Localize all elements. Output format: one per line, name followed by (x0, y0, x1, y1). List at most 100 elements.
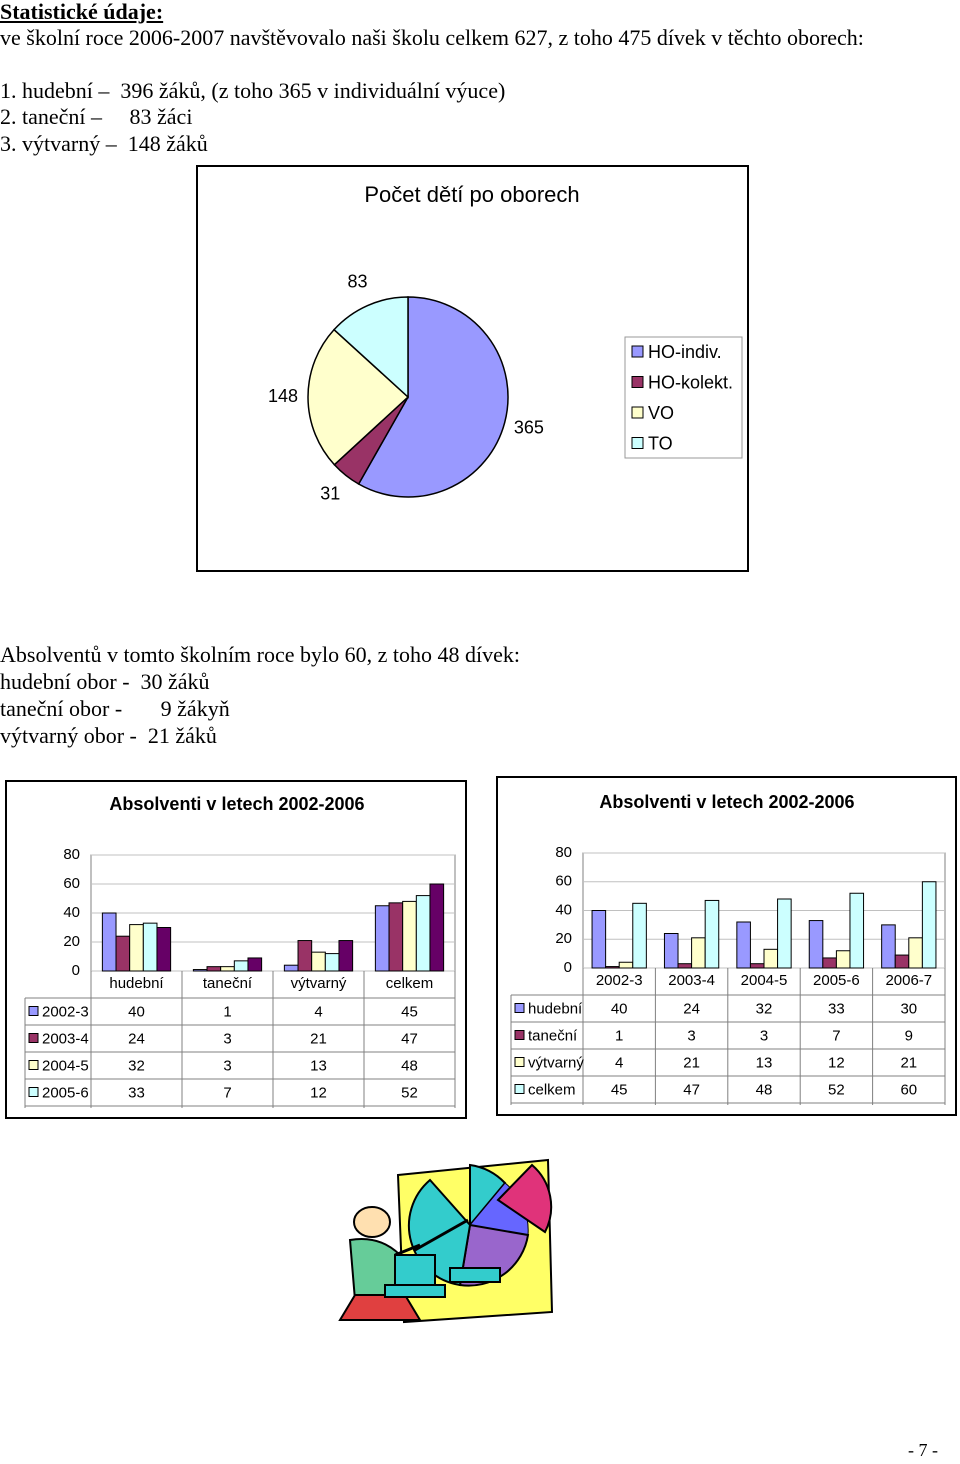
legend-label: TO (648, 433, 673, 453)
paragraph: Absolventů v tomto školním roce bylo 60,… (0, 642, 521, 667)
legend-swatch (28, 1033, 39, 1043)
legend-swatch (514, 1084, 525, 1094)
legend-label: 2002-3 (42, 1003, 89, 1020)
bar (283, 964, 299, 972)
legend-swatch (28, 1060, 39, 1070)
table-value: 3 (223, 1057, 231, 1074)
y-tick-label: 80 (555, 844, 572, 861)
bar (247, 957, 263, 972)
table-value: 48 (756, 1081, 773, 1098)
list-item: 2. taneční – 83 žáci (0, 104, 193, 129)
table-value: 32 (128, 1057, 145, 1074)
heading: Statistické údaje: (0, 0, 164, 24)
bar (921, 881, 937, 969)
list-item: 1. hudební – 396 žáků, (z toho 365 v ind… (0, 78, 506, 103)
bar (881, 924, 896, 969)
bar (324, 953, 340, 972)
legend-swatch (28, 1087, 39, 1097)
table-value: 7 (832, 1027, 840, 1044)
legend-swatch (514, 1057, 525, 1067)
table-value: 45 (611, 1081, 628, 1098)
y-tick-label: 0 (564, 959, 572, 976)
data-label: 365 (514, 418, 544, 438)
table-value: 7 (223, 1084, 231, 1101)
bar (763, 948, 779, 969)
bar (677, 963, 693, 969)
bar (297, 940, 313, 972)
y-tick-label: 20 (63, 933, 80, 950)
bar (749, 963, 765, 969)
legend-label: VO (648, 403, 674, 423)
data-label: 83 (347, 271, 367, 291)
table-value: 12 (828, 1054, 845, 1071)
data-label: 148 (268, 386, 298, 406)
table-value: 4 (615, 1054, 623, 1071)
bar (402, 900, 417, 972)
bar (311, 951, 326, 972)
chart-title: Absolventi v letech 2002-2006 (599, 792, 854, 812)
table-value: 45 (401, 1003, 418, 1020)
table-value: 40 (128, 1003, 145, 1020)
bar (704, 899, 720, 969)
x-tick-label: 2002-3 (596, 972, 643, 989)
paragraph: ve školní roce 2006-2007 navštěvovalo na… (0, 25, 864, 50)
table-value: 21 (900, 1054, 917, 1071)
legend-label: 2005-6 (42, 1084, 89, 1101)
table-value: 3 (223, 1030, 231, 1047)
y-tick-label: 40 (63, 904, 80, 921)
table-value: 3 (760, 1027, 768, 1044)
legend-label: hudební (528, 1000, 583, 1017)
pie-slice (307, 328, 410, 466)
list-item: hudební obor - 30 žáků (0, 669, 210, 694)
table-value: 1 (223, 1003, 231, 1020)
bar (663, 933, 679, 969)
bar (220, 966, 235, 972)
legend-box (624, 336, 743, 459)
table-value: 24 (683, 1000, 700, 1017)
bar (808, 920, 824, 969)
table-value: 40 (611, 1000, 628, 1017)
table-value: 47 (401, 1030, 418, 1047)
table-value: 13 (756, 1054, 773, 1071)
pie-slice (333, 296, 409, 399)
chart-title: Absolventi v letech 2002-2006 (109, 794, 364, 814)
y-tick-label: 0 (72, 962, 80, 979)
table-value: 52 (401, 1084, 418, 1101)
y-tick-label: 40 (555, 901, 572, 918)
bar (374, 905, 390, 972)
legend-label: HO-indiv. (648, 342, 722, 362)
table-value: 12 (310, 1084, 327, 1101)
bar (835, 950, 851, 969)
bar (156, 927, 172, 972)
bar (388, 902, 404, 972)
legend-label: celkem (528, 1081, 576, 1098)
bar (142, 922, 158, 972)
clipart (338, 1158, 554, 1324)
bar (777, 898, 792, 969)
table-value: 60 (900, 1081, 917, 1098)
legend-swatch (514, 1030, 525, 1040)
legend-label: 2004-5 (42, 1057, 89, 1074)
bar (908, 937, 923, 969)
table-value: 30 (900, 1000, 917, 1017)
bar (415, 895, 431, 972)
legend-swatch (631, 437, 644, 449)
x-tick-label: hudební (109, 975, 164, 992)
bar (233, 960, 249, 972)
legend-swatch (631, 406, 644, 419)
x-tick-label: 2005-6 (813, 972, 860, 989)
table-value: 21 (683, 1054, 700, 1071)
bar (605, 966, 620, 969)
table-value: 24 (128, 1030, 145, 1047)
legend-label: výtvarný (528, 1054, 584, 1071)
x-tick-label: výtvarný (291, 975, 347, 992)
table-value: 52 (828, 1081, 845, 1098)
legend-label: taneční (528, 1027, 578, 1044)
table-value: 1 (615, 1027, 623, 1044)
table-value: 48 (401, 1057, 418, 1074)
list-item: taneční obor - 9 žákyň (0, 696, 230, 721)
bar (894, 954, 910, 969)
table-value: 32 (756, 1000, 773, 1017)
x-tick-label: celkem (386, 975, 434, 992)
